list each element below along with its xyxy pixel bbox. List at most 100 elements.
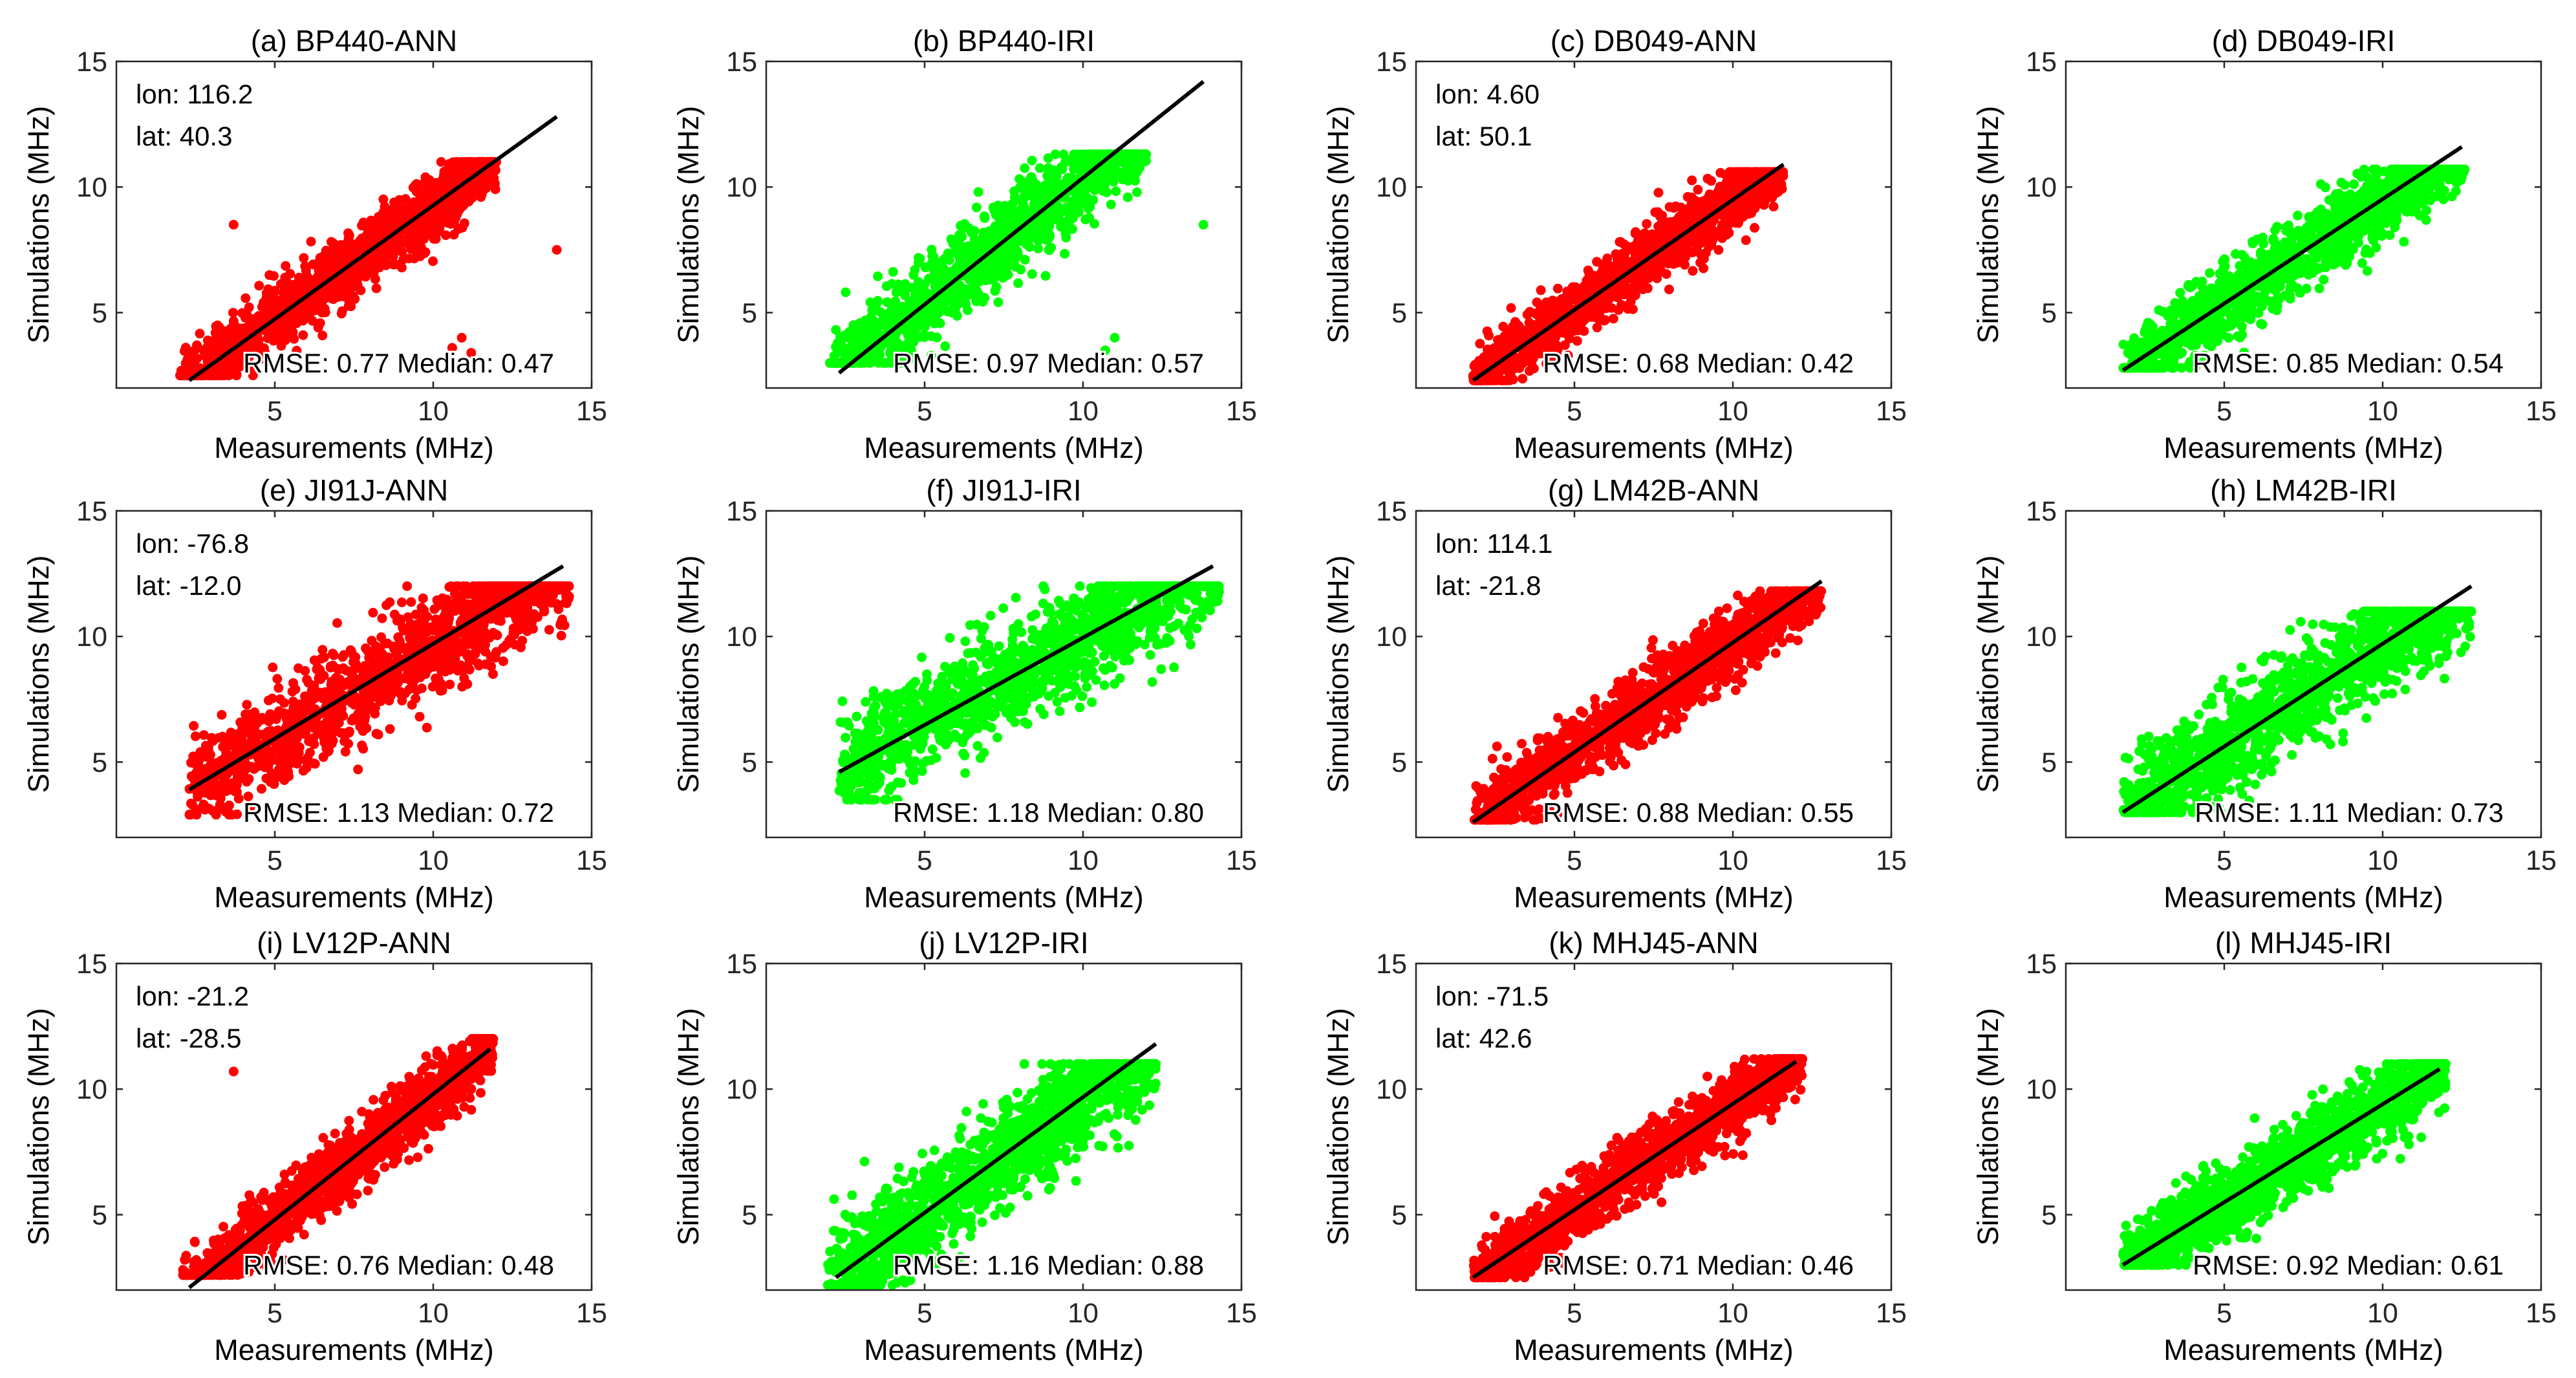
data-point (436, 209, 446, 219)
data-point (380, 255, 391, 265)
data-point (1106, 199, 1116, 210)
data-point (278, 288, 288, 298)
data-point (1592, 322, 1602, 332)
data-point (876, 319, 886, 329)
data-point (932, 279, 943, 288)
scatter-points (2118, 164, 2470, 373)
x-tick-label: 10 (418, 396, 449, 427)
data-point (1003, 270, 1013, 280)
data-point (357, 221, 367, 231)
data-point (1088, 195, 1099, 205)
data-point (416, 248, 427, 259)
data-point (1771, 188, 1781, 198)
data-point (1687, 175, 1697, 186)
data-point (1642, 219, 1652, 229)
data-point (1664, 285, 1674, 295)
data-point (912, 290, 923, 301)
data-point (1744, 205, 1754, 215)
data-point (1596, 267, 1607, 277)
data-point (1552, 283, 1563, 294)
data-point (931, 300, 941, 310)
data-point (1708, 230, 1717, 241)
y-axis-label: Simulations (MHz) (22, 106, 55, 344)
data-point (1020, 163, 1030, 173)
data-point (231, 330, 241, 341)
data-point (353, 272, 363, 283)
y-tick-label: 10 (76, 172, 107, 203)
data-point (1650, 207, 1660, 217)
data-point (1011, 262, 1021, 272)
data-point (1484, 330, 1494, 341)
data-point (963, 248, 974, 259)
data-point (1741, 235, 1751, 245)
x-tick-label: 10 (1717, 396, 1748, 427)
data-point (1061, 222, 1071, 233)
data-point (1026, 172, 1036, 182)
data-point (299, 253, 309, 263)
data-point (1737, 167, 1747, 177)
x-tick-label: 15 (1226, 396, 1257, 427)
data-point (1119, 149, 1130, 160)
data-point (1033, 243, 1044, 253)
data-point (453, 224, 464, 234)
data-point (2293, 210, 2303, 221)
data-point (927, 257, 937, 268)
data-point (1115, 167, 1126, 178)
data-point (841, 330, 851, 340)
data-point (888, 267, 898, 277)
data-point (1632, 281, 1642, 292)
data-point (1536, 285, 1546, 296)
data-point (1025, 227, 1036, 237)
data-point (1716, 224, 1726, 234)
data-point (949, 247, 959, 257)
data-point (1475, 338, 1485, 349)
x-tick-label: 15 (1876, 396, 1907, 427)
data-point (1135, 162, 1145, 173)
outlier-point (456, 332, 467, 343)
data-point (1099, 183, 1109, 193)
data-point (1725, 212, 1735, 222)
data-point (280, 335, 290, 345)
data-point (1060, 157, 1071, 167)
data-point (1620, 280, 1630, 290)
data-point (914, 280, 924, 290)
data-point (368, 264, 378, 275)
data-point (914, 253, 923, 263)
data-point (306, 237, 316, 247)
data-point (298, 330, 308, 340)
data-point (908, 337, 919, 347)
data-point (1663, 259, 1673, 269)
data-point (1680, 251, 1690, 261)
data-point (965, 274, 974, 285)
y-tick-label: 15 (76, 47, 107, 78)
data-point (1026, 188, 1036, 199)
y-axis-label: Simulations (MHz) (1322, 106, 1355, 344)
data-point (327, 293, 336, 303)
x-tick-label: 10 (1068, 396, 1099, 427)
outlier-point (1110, 332, 1120, 343)
data-point (1592, 257, 1602, 267)
data-point (424, 175, 435, 185)
data-point (1573, 325, 1583, 336)
data-point (1704, 241, 1714, 251)
data-point (1583, 265, 1593, 275)
data-point (486, 171, 496, 182)
panel-title: (a) BP440-ANN (251, 24, 458, 58)
data-point (897, 301, 908, 312)
data-point (200, 350, 210, 361)
data-point (1693, 184, 1703, 195)
data-point (188, 346, 199, 356)
data-point (1020, 255, 1030, 265)
data-point (1551, 307, 1561, 317)
data-point (1040, 271, 1051, 281)
data-point (1518, 352, 1528, 363)
data-point (847, 340, 857, 350)
data-point (1612, 290, 1622, 299)
data-point (879, 310, 889, 321)
data-point (1608, 314, 1618, 324)
x-tick-label: 15 (576, 396, 607, 427)
panel-title: (c) DB049-ANN (1551, 24, 1757, 58)
data-point (1682, 192, 1693, 202)
